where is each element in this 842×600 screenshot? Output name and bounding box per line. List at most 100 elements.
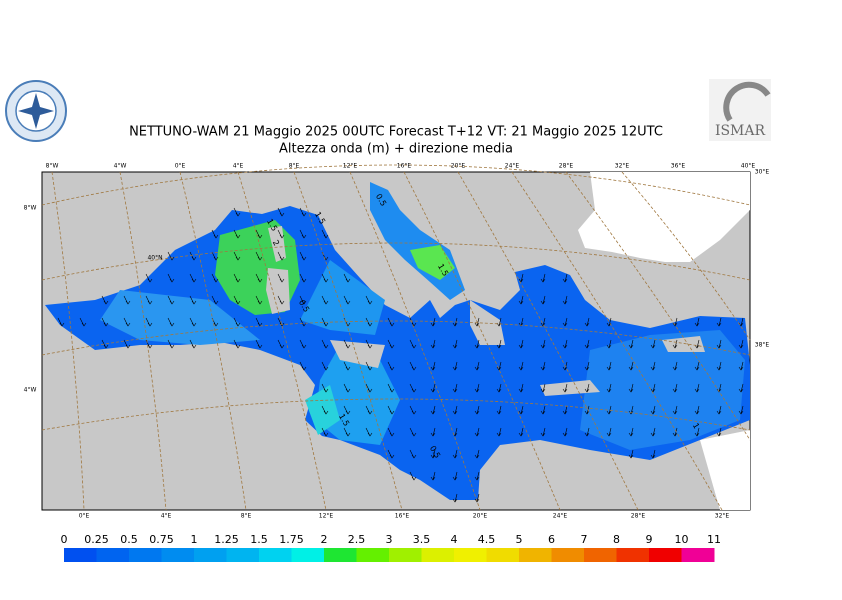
arrow <box>145 317 153 327</box>
graticule-label: 4°E <box>161 513 172 520</box>
arrow <box>233 295 241 305</box>
colorbar-label: 1.25 <box>214 533 239 546</box>
arrow <box>101 295 109 305</box>
arrow <box>167 295 175 305</box>
graticule-label: 8°W <box>46 163 59 170</box>
arrow <box>518 383 524 393</box>
arrow <box>430 317 436 327</box>
colorbar-swatch <box>226 548 260 562</box>
arrow <box>452 339 458 349</box>
arrow <box>233 273 241 283</box>
arrow <box>299 361 307 371</box>
graticule-label: 12°E <box>343 163 358 170</box>
arrow <box>738 361 744 371</box>
arrow <box>562 427 568 437</box>
parallel <box>41 242 751 281</box>
arrow <box>606 383 612 393</box>
arrow <box>430 383 436 393</box>
arrow <box>365 405 373 415</box>
graticule-label: 24°E <box>505 163 520 170</box>
arrow <box>650 427 656 437</box>
arrow <box>584 427 590 437</box>
arrow <box>365 383 373 393</box>
arrow <box>299 207 307 217</box>
graticule-label: 8°E <box>289 163 300 170</box>
arrow <box>628 361 634 371</box>
arrow <box>496 427 502 437</box>
arrow <box>343 273 351 283</box>
graticule-label: 4°W <box>114 163 127 170</box>
arrow <box>716 339 722 349</box>
graticule-label: 16°E <box>395 513 410 520</box>
map: 1.521.50.50.51.51.50.51 8°W 4°W 0°E 4°E 8°E 1… <box>24 163 770 520</box>
arrow <box>409 427 417 437</box>
arrow <box>343 295 351 305</box>
arrow <box>343 361 351 371</box>
colorbar-label: 5 <box>516 533 523 546</box>
arrow <box>540 427 546 437</box>
arrow <box>123 339 131 349</box>
colorbar-label: 0.5 <box>120 533 138 546</box>
graticule-label: 0°E <box>79 513 90 520</box>
arrow <box>321 383 329 393</box>
arrow <box>343 383 351 393</box>
contour-label: 2 <box>271 239 281 248</box>
logo-text: ISMAR <box>715 123 766 139</box>
arrow <box>452 383 458 393</box>
colorbar-swatch <box>389 548 422 562</box>
arrow <box>387 449 395 459</box>
arrow <box>387 361 395 371</box>
arrow <box>211 229 219 239</box>
arrow <box>606 361 612 371</box>
graticule-label: 32°E <box>715 513 730 520</box>
arrow <box>650 383 656 393</box>
colorbar-label: 7 <box>581 533 588 546</box>
colorbar-label: 1.75 <box>279 533 304 546</box>
arrow <box>518 405 524 415</box>
graticule-label: 36°E <box>671 163 686 170</box>
arrow <box>365 361 373 371</box>
colorbar-label: 4 <box>451 533 458 546</box>
arrow <box>452 449 458 459</box>
colorbar-label: 0 <box>61 533 68 546</box>
title: NETTUNO-WAM 21 Maggio 2025 00UTC Forecas… <box>129 125 663 140</box>
arrow <box>277 207 285 217</box>
arrow <box>672 317 678 327</box>
arrow <box>606 427 612 437</box>
arrow <box>189 317 197 327</box>
arrow <box>189 251 197 261</box>
arrow <box>299 251 307 261</box>
graticule-label: 20°E <box>473 513 488 520</box>
arrow <box>233 251 241 261</box>
arrow <box>343 427 351 437</box>
arrow <box>738 383 744 393</box>
meridian <box>51 171 85 511</box>
arrow <box>233 229 241 239</box>
colorbar: 0 0.25 0.5 0.75 1 1.25 1.5 1.75 2 2.5 3 3.5 4 4.5 5 6 7 8… <box>61 533 721 562</box>
arrow <box>409 361 417 371</box>
colorbar-label: 10 <box>675 533 689 546</box>
arrow <box>452 493 458 503</box>
arrow <box>430 427 436 437</box>
direction-arrows <box>57 207 744 503</box>
colorbar-label: 1.5 <box>250 533 268 546</box>
graticule-label: 8°E <box>241 513 252 520</box>
arrow <box>365 317 373 327</box>
arrow <box>672 405 678 415</box>
arrow <box>321 405 329 415</box>
graticule-label: 30°E <box>755 169 770 176</box>
arrow <box>738 405 744 415</box>
arrow <box>277 273 285 283</box>
arrow <box>321 361 329 371</box>
arrow <box>409 383 417 393</box>
colorbar-swatch <box>291 548 325 562</box>
logo-left <box>5 80 67 142</box>
arrow <box>189 273 197 283</box>
arrow <box>518 361 524 371</box>
arrow <box>211 251 219 261</box>
arrow <box>189 295 197 305</box>
arrow <box>387 427 395 437</box>
arrow <box>365 295 373 305</box>
